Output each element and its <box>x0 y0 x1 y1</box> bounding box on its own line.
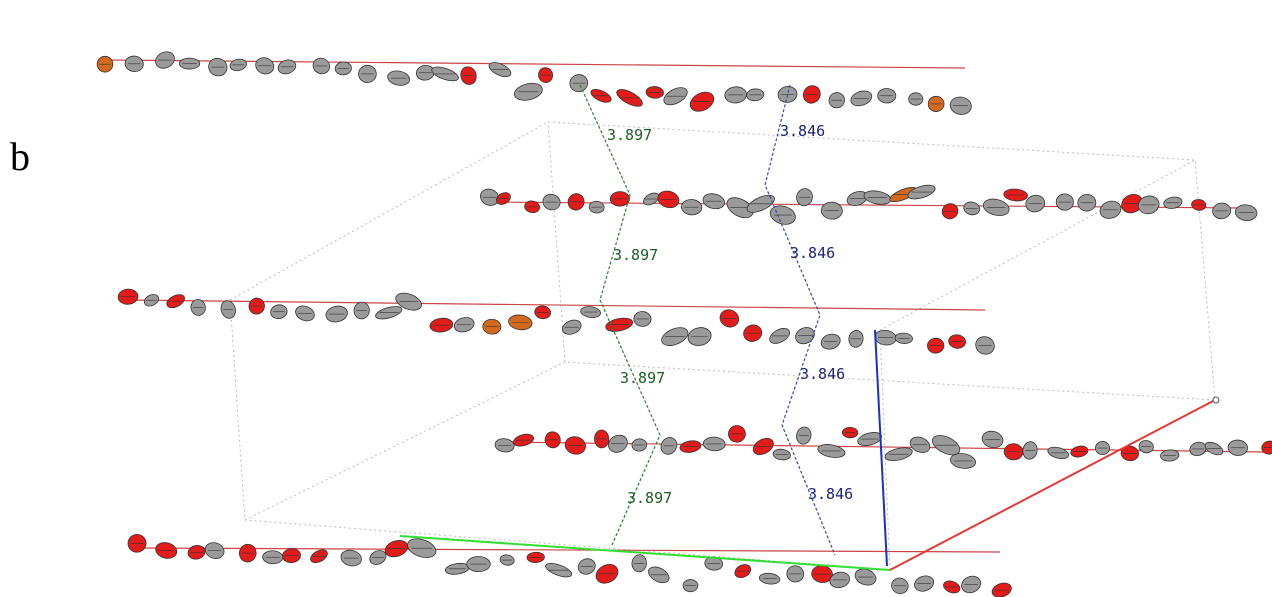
unit-cell <box>230 122 1215 570</box>
distance-label: 3.846 <box>808 485 853 503</box>
atom <box>990 581 1013 597</box>
distance-label: 3.897 <box>607 126 652 144</box>
axis-c <box>875 330 887 566</box>
distance-label: 3.897 <box>627 489 672 507</box>
distance-label: 3.846 <box>780 122 825 140</box>
distance-label: 3.897 <box>613 246 658 264</box>
panel-label: b <box>10 134 30 179</box>
distance-label: 3.897 <box>620 369 665 387</box>
cell-front <box>230 300 1215 570</box>
distance-label: 3.846 <box>800 365 845 383</box>
cell-edges <box>230 122 1195 570</box>
molecules <box>97 49 1272 597</box>
axis-a <box>890 400 1215 570</box>
cell-origin <box>1213 397 1219 403</box>
crystal-figure: b 3.897 3.897 3.897 3.897 3.846 3.846 3.… <box>0 0 1272 597</box>
distance-label: 3.846 <box>790 244 835 262</box>
